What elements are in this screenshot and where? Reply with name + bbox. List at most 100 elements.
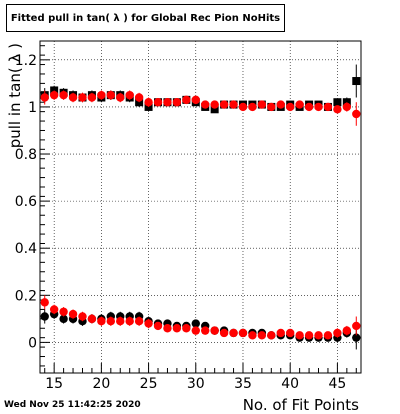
data-point [352,333,361,342]
data-point [276,100,285,109]
data-point [352,321,361,331]
data-point [163,324,172,333]
plot-frame [39,40,362,374]
data-point [285,328,295,338]
data-point [106,90,116,100]
data-point [87,93,97,102]
data-point [267,102,276,112]
data-point [210,326,219,335]
data-point [59,307,68,316]
y-tick-label: 0 [28,335,37,351]
data-point [68,93,78,102]
data-point [248,331,257,340]
data-point [172,324,182,333]
data-point [163,98,172,107]
data-point [144,98,153,107]
data-points [40,64,361,350]
data-point [87,314,97,324]
chart-title-box: Fitted pull in tan( λ ) for Global Rec P… [6,4,285,32]
data-point [342,326,352,335]
data-point [97,316,106,326]
data-point [210,105,219,114]
x-tick-label: 45 [328,376,346,392]
x-axis-label: No. of Fit Points [243,396,359,414]
data-point [314,102,323,112]
data-point [59,90,68,100]
data-point [40,93,49,102]
x-tick-label: 40 [281,376,299,392]
data-point [248,102,257,112]
data-point [285,102,295,112]
data-point [257,331,267,340]
data-point [257,100,267,109]
data-point [333,328,342,338]
series-3 [40,295,361,340]
timestamp: Wed Nov 25 11:42:25 2020 [4,400,141,410]
y-tick-label: 1.2 [15,53,37,69]
data-point [191,95,200,105]
data-point [153,321,163,331]
data-point [153,98,163,107]
data-point [59,314,68,324]
data-point [219,328,229,338]
data-point [116,316,125,326]
data-point [295,100,304,109]
series-2 [40,309,361,350]
data-point [238,102,248,112]
x-tick-label: 20 [92,376,110,392]
data-point [314,331,323,340]
data-point [304,102,314,112]
data-point [182,95,191,105]
axis-ticks: 15 20 25 30 35 40 45 0 0.2 0.4 0.6 0.8 1 1.2 [15,45,357,392]
data-point [323,102,333,112]
data-point [144,319,153,328]
data-point [219,100,229,109]
data-point [182,324,191,333]
data-point [97,90,106,100]
data-point [49,305,59,314]
data-point [238,328,248,338]
data-point [191,319,200,328]
data-point [78,93,87,102]
y-tick-label: 0.4 [15,241,37,257]
data-point [352,77,361,86]
data-point [352,109,361,119]
grid-lines [40,41,361,373]
data-point [304,331,314,340]
data-point [125,90,134,100]
data-point [210,100,219,109]
data-point [49,90,59,100]
data-point [172,98,182,107]
data-point [333,98,342,107]
data-point [125,316,134,326]
data-point [134,316,144,326]
data-point [201,100,210,109]
data-point [276,328,285,338]
data-point [229,328,238,338]
y-tick-label: 1 [28,100,37,116]
data-point [78,312,87,321]
y-tick-label: 0.6 [15,194,37,210]
data-point [116,93,125,102]
data-point [191,326,200,335]
data-point [229,100,238,109]
y-axis-label: pull in tan( λ ) [6,43,24,148]
x-tick-label: 30 [187,376,205,392]
x-tick-label: 35 [234,376,252,392]
x-tick-label: 25 [140,376,158,392]
data-point [323,331,333,340]
data-point [267,331,276,340]
y-tick-label: 0.8 [15,147,37,163]
x-tick-label: 15 [45,376,63,392]
data-point [333,105,342,114]
data-point [134,93,144,102]
data-point [295,331,304,340]
chart-title: Fitted pull in tan( λ ) for Global Rec P… [10,12,281,24]
data-point [342,102,352,112]
data-point [40,298,49,307]
data-point [68,309,78,319]
data-point [106,316,116,326]
series-1 [40,90,361,126]
y-tick-label: 0.2 [15,288,37,304]
